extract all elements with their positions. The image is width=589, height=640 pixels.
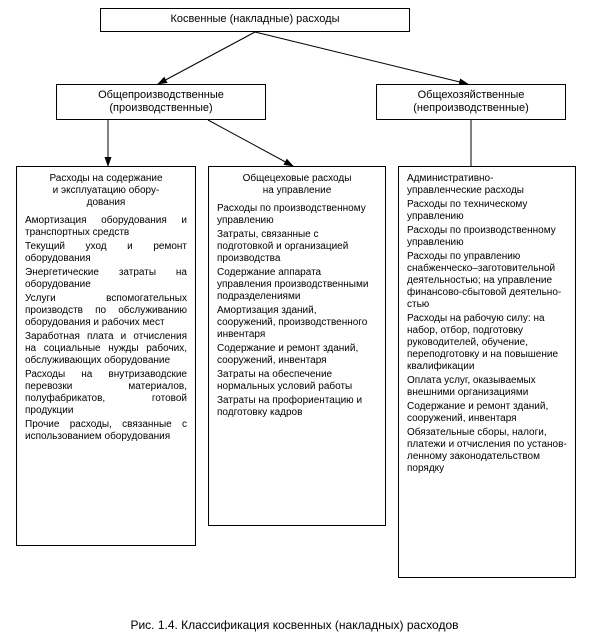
node-leaf-shop-mgmt: Общецеховые расходына управление Расходы … xyxy=(208,166,386,526)
node-left-line2: (производственные) xyxy=(63,102,259,115)
node-left-line1: Общепроизводственные xyxy=(63,89,259,102)
leaf-admin-item: Расходы на рабочую силу: на набор, отбор… xyxy=(407,313,567,373)
node-right-line1: Общехозяйственные xyxy=(383,89,559,102)
leaf-shop-mgmt-item: Содержание аппарата управления производс… xyxy=(217,267,377,303)
node-leaf-admin: Административно-управленческие расхо­дыР… xyxy=(398,166,576,578)
node-leaf-equipment: Расходы на содержаниеи эксплуатацию обор… xyxy=(16,166,196,546)
leaf-admin-item: Расходы по техниче­скому управлению xyxy=(407,199,567,223)
leaf-shop-mgmt-title: Общецеховые расходына управление xyxy=(217,173,377,197)
leaf-equipment-item: Заработная плата и от­числения на социал… xyxy=(25,331,187,367)
leaf-equipment-item: Амортизация оборудо­вания и транспортных… xyxy=(25,215,187,239)
node-root-label: Косвенные (накладные) расходы xyxy=(171,13,340,25)
leaf-shop-mgmt-item: Затраты на обеспечение нормальных услови… xyxy=(217,369,377,393)
leaf-shop-mgmt-item: Затраты, связанные с подготовкой и орган… xyxy=(217,229,377,265)
figure-caption-text: Рис. 1.4. Классификация косвенных (накла… xyxy=(130,618,458,632)
node-root: Косвенные (накладные) расходы xyxy=(100,8,410,32)
leaf-equipment-item: Услуги вспомогательных производств по об… xyxy=(25,293,187,329)
leaf-admin-item: Содержание и ремонт зданий, сооружений, … xyxy=(407,401,567,425)
leaf-shop-mgmt-item: Амортизация зданий, сооружений, произ­во… xyxy=(217,305,377,341)
leaf-shop-mgmt-item: Содержание и ремонт зданий, сооружений, … xyxy=(217,343,377,367)
node-right-line2: (непроизводственные) xyxy=(383,102,559,115)
diagram-canvas: Косвенные (накладные) расходы Общепроизв… xyxy=(8,8,581,608)
node-left: Общепроизводственные (производственные) xyxy=(56,84,266,120)
leaf-shop-mgmt-item: Затраты на профори­ентацию и подготовку … xyxy=(217,395,377,419)
leaf-equipment-item: Текущий уход и ремонт оборудования xyxy=(25,241,187,265)
figure-caption: Рис. 1.4. Классификация косвенных (накла… xyxy=(8,618,581,632)
leaf-admin-item: Административно-управленческие расхо­ды xyxy=(407,173,567,197)
leaf-admin-item: Оплата услуг, оказывае­мых внешними орга… xyxy=(407,375,567,399)
node-right: Общехозяйственные (непроизводственные) xyxy=(376,84,566,120)
leaf-equipment-item: Расходы на внутриза­водские перевозки ма… xyxy=(25,369,187,417)
leaf-admin-item: Обязательные сборы, налоги, платежи и от… xyxy=(407,427,567,475)
leaf-shop-mgmt-item: Расходы по производст­венному управлению xyxy=(217,203,377,227)
leaf-admin-item: Расходы по управлению снабженческо–загот… xyxy=(407,251,567,311)
leaf-admin-item: Расходы по производ­ственному управлению xyxy=(407,225,567,249)
leaf-equipment-item: Прочие расходы, связан­ные с использован… xyxy=(25,419,187,443)
leaf-equipment-item: Энергетические затраты на оборудование xyxy=(25,267,187,291)
leaf-equipment-title: Расходы на содержаниеи эксплуатацию обор… xyxy=(25,173,187,209)
